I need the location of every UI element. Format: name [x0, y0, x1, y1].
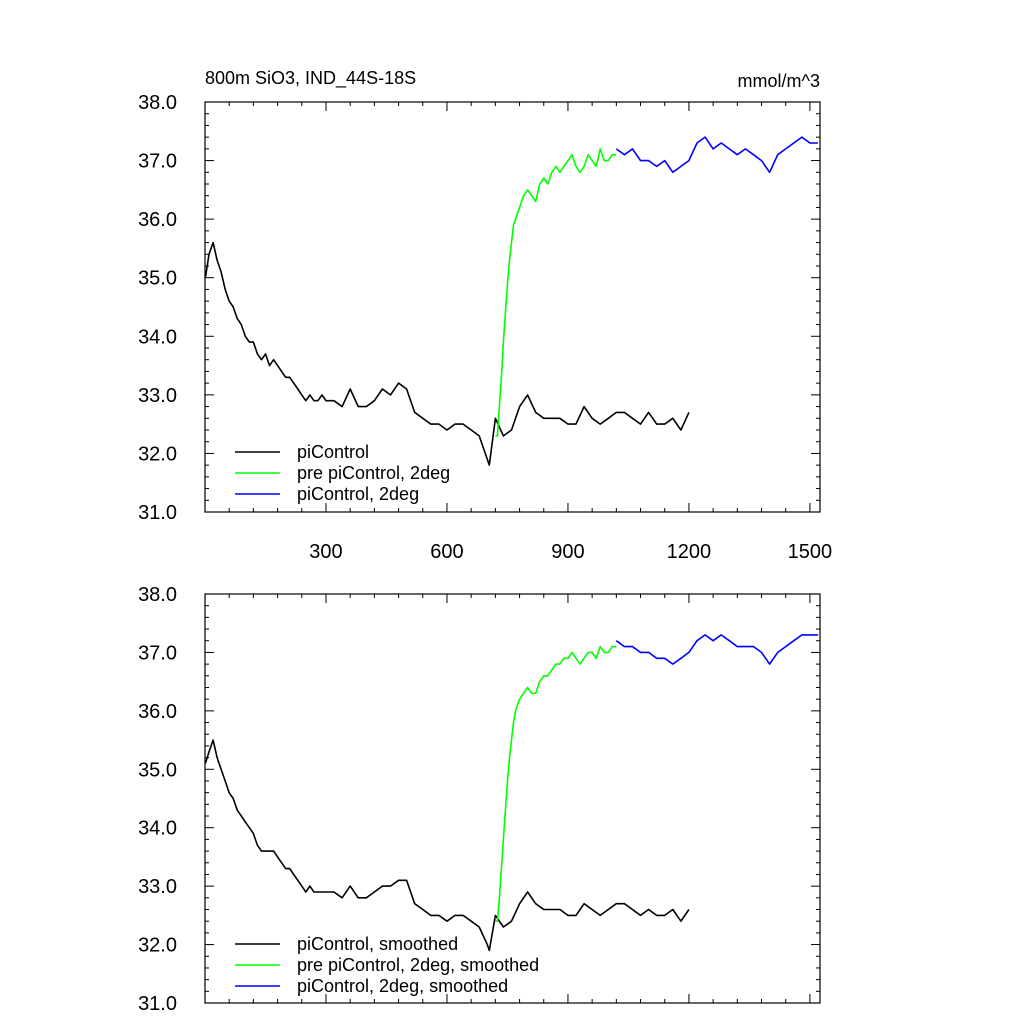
series-lines — [204, 634, 818, 952]
series-line-3 — [615, 136, 818, 174]
series-line-3 — [615, 634, 818, 665]
y-tick-label: 34.0 — [138, 326, 177, 348]
y-tick-label: 35.0 — [138, 268, 177, 290]
y-tick-label: 37.0 — [138, 642, 177, 664]
legend-label: piControl — [297, 442, 369, 462]
y-axis: 31.0 32.0 33.0 34.0 35.0 36.0 37.0 38.0 — [138, 584, 820, 1015]
legend-label: pre piControl, 2deg — [297, 463, 450, 483]
y-tick-label: 35.0 — [138, 759, 177, 781]
y-tick-label: 37.0 — [138, 151, 177, 173]
units-label: mmol/m^3 — [738, 71, 820, 91]
legend-label: piControl, smoothed — [297, 934, 458, 954]
y-axis: 31.0 32.0 33.0 34.0 35.0 36.0 37.0 38.0 — [138, 92, 820, 524]
y-tick-label: 32.0 — [138, 935, 177, 957]
y-tick-label: 31.0 — [138, 993, 177, 1015]
plot-frame — [204, 593, 821, 1004]
y-tick-label: 38.0 — [138, 92, 177, 114]
y-tick-label: 36.0 — [138, 209, 177, 231]
y-tick-label: 33.0 — [138, 385, 177, 407]
x-tick-label: 600 — [430, 541, 463, 563]
series-line-1 — [204, 739, 690, 952]
x-tick-label: 900 — [551, 541, 584, 563]
chart-title: 800m SiO3, IND_44S-18S — [205, 68, 416, 89]
x-tick-label: 1500 — [788, 541, 833, 563]
top-panel: 800m SiO3, IND_44S-18S mmol/m^3 31.0 32.0… — [138, 68, 832, 563]
legend-label: pre piControl, 2deg, smoothed — [297, 955, 539, 975]
x-axis — [228, 594, 811, 1003]
y-tick-label: 34.0 — [138, 818, 177, 840]
y-tick-label: 32.0 — [138, 443, 177, 465]
series-line-1 — [204, 241, 690, 466]
series-lines — [204, 136, 818, 466]
y-tick-label: 38.0 — [138, 584, 177, 606]
x-tick-label: 300 — [309, 541, 342, 563]
x-axis: 300 600 900 1200 1500 — [228, 102, 833, 563]
series-line-2 — [495, 645, 617, 923]
legend-label: piControl, 2deg — [297, 484, 419, 504]
y-tick-label: 31.0 — [138, 502, 177, 524]
series-line-2 — [495, 148, 617, 437]
legend-label: piControl, 2deg, smoothed — [297, 976, 508, 996]
plot-frame — [204, 101, 821, 513]
x-tick-label: 1200 — [667, 541, 712, 563]
y-tick-label: 36.0 — [138, 701, 177, 723]
y-tick-label: 33.0 — [138, 876, 177, 898]
bottom-panel: 31.0 32.0 33.0 34.0 35.0 36.0 37.0 38.0 piContr… — [138, 584, 821, 1015]
